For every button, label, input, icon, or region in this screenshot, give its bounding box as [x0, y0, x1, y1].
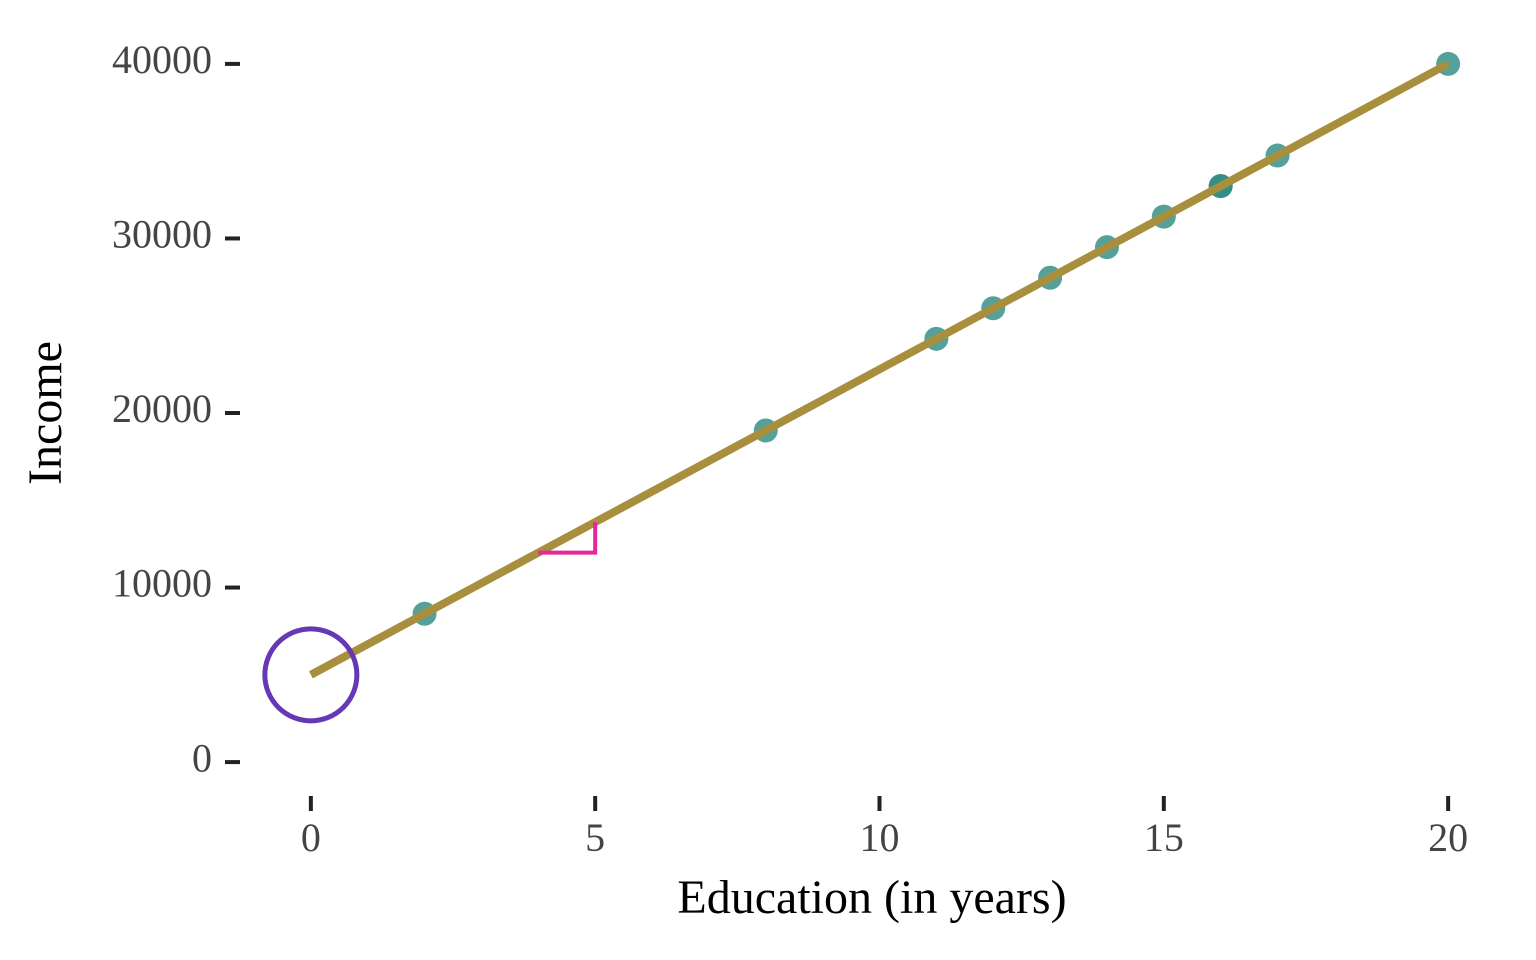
fit-line: [308, 60, 1451, 679]
x-tick-label: 20: [1428, 815, 1468, 860]
slope-marker: [538, 522, 598, 555]
x-tick-label: 10: [860, 815, 900, 860]
y-axis-title: Income: [19, 341, 72, 485]
y-tick-label: 20000: [112, 386, 212, 431]
y-tick-label: 0: [192, 735, 212, 780]
y-tick-label: 40000: [112, 37, 212, 82]
x-tick-label: 0: [301, 815, 321, 860]
intercept-marker: [262, 626, 360, 724]
x-axis-title: Education (in years): [677, 871, 1066, 924]
y-tick-label: 10000: [112, 561, 212, 606]
x-tick-label: 5: [585, 815, 605, 860]
x-tick-label: 15: [1144, 815, 1184, 860]
y-tick-label: 30000: [112, 212, 212, 257]
